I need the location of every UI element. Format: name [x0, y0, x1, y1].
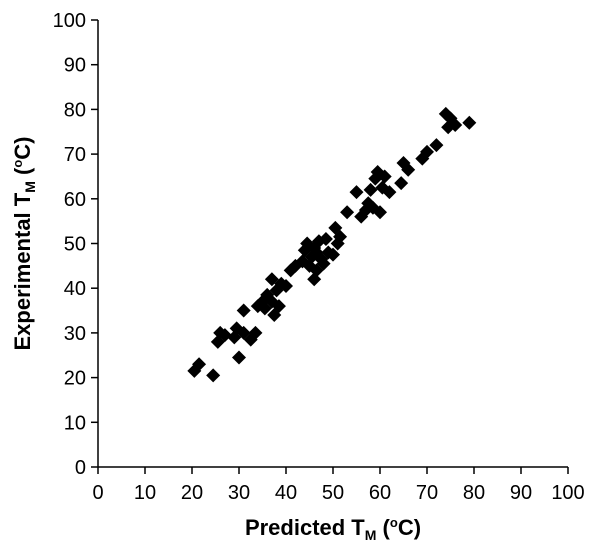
x-tick-label: 30: [228, 482, 250, 504]
data-point: [236, 303, 251, 318]
data-point: [429, 138, 444, 153]
data-point: [462, 115, 477, 130]
data-point: [340, 205, 355, 220]
x-tick-label: 80: [463, 482, 485, 504]
x-axis-title: Predicted TM (oC): [245, 515, 421, 543]
x-axis-ticks: 0 10 20 30 40 50 60 70 80 90 100: [92, 467, 585, 504]
x-tick-label: 100: [551, 482, 584, 504]
y-tick-label: 80: [64, 99, 86, 121]
y-tick-label: 90: [64, 55, 86, 77]
data-points: [187, 106, 477, 383]
y-axis-ticks: 0 10 20 30 40 50 60 70 80 90 100: [53, 10, 98, 479]
y-tick-label: 20: [64, 368, 86, 390]
data-point: [420, 144, 434, 159]
data-point: [373, 205, 387, 220]
y-axis-title: Experimental TM (oC): [10, 136, 38, 350]
data-point: [217, 328, 232, 343]
data-point: [401, 162, 416, 177]
x-tick-label: 50: [322, 482, 344, 504]
x-tick-label: 20: [181, 482, 203, 504]
data-point: [316, 256, 331, 271]
data-point: [377, 169, 392, 184]
y-tick-label: 40: [64, 278, 86, 300]
x-axis-title-unit: C): [398, 515, 421, 540]
y-axis-title-prefix: Experimental T: [10, 192, 35, 350]
x-axis-title-open: (: [376, 515, 390, 540]
data-point: [349, 185, 364, 200]
x-tick-label: 90: [510, 482, 532, 504]
x-tick-label: 0: [92, 482, 103, 504]
x-tick-label: 70: [416, 482, 438, 504]
data-point: [279, 278, 293, 293]
data-point: [248, 325, 263, 340]
data-point: [363, 182, 378, 197]
data-point: [448, 118, 463, 133]
x-tick-label: 40: [275, 482, 297, 504]
y-tick-label: 30: [64, 323, 86, 345]
y-tick-label: 70: [64, 144, 86, 166]
x-axis-title-prefix: Predicted T: [245, 515, 365, 540]
y-tick-label: 60: [64, 189, 86, 211]
x-axis-title-superscript: o: [390, 515, 398, 530]
x-tick-label: 60: [369, 482, 391, 504]
y-tick-label: 50: [64, 234, 86, 256]
x-tick-label: 10: [134, 482, 156, 504]
y-axis-title-unit: C): [10, 136, 35, 159]
x-axis-title-subscript: M: [365, 527, 377, 543]
data-point: [318, 232, 333, 247]
y-tick-label: 10: [64, 412, 86, 434]
y-tick-label: 100: [53, 10, 86, 32]
data-point: [206, 368, 221, 383]
plot-area: 0 10 20 30 40 50 60 70 80 90 100 0 10 20 30 40 50 60 70 80…: [53, 10, 585, 504]
y-axis-title-superscript: o: [10, 160, 25, 168]
data-point: [326, 247, 340, 262]
data-point: [232, 350, 246, 365]
y-axis-title-open: (: [10, 167, 35, 181]
data-point: [192, 357, 207, 372]
y-tick-label: 0: [75, 457, 86, 479]
y-axis-title-subscript: M: [22, 181, 38, 193]
data-point: [394, 176, 409, 191]
data-point: [382, 185, 397, 200]
data-point: [333, 229, 348, 244]
data-point: [271, 299, 286, 314]
